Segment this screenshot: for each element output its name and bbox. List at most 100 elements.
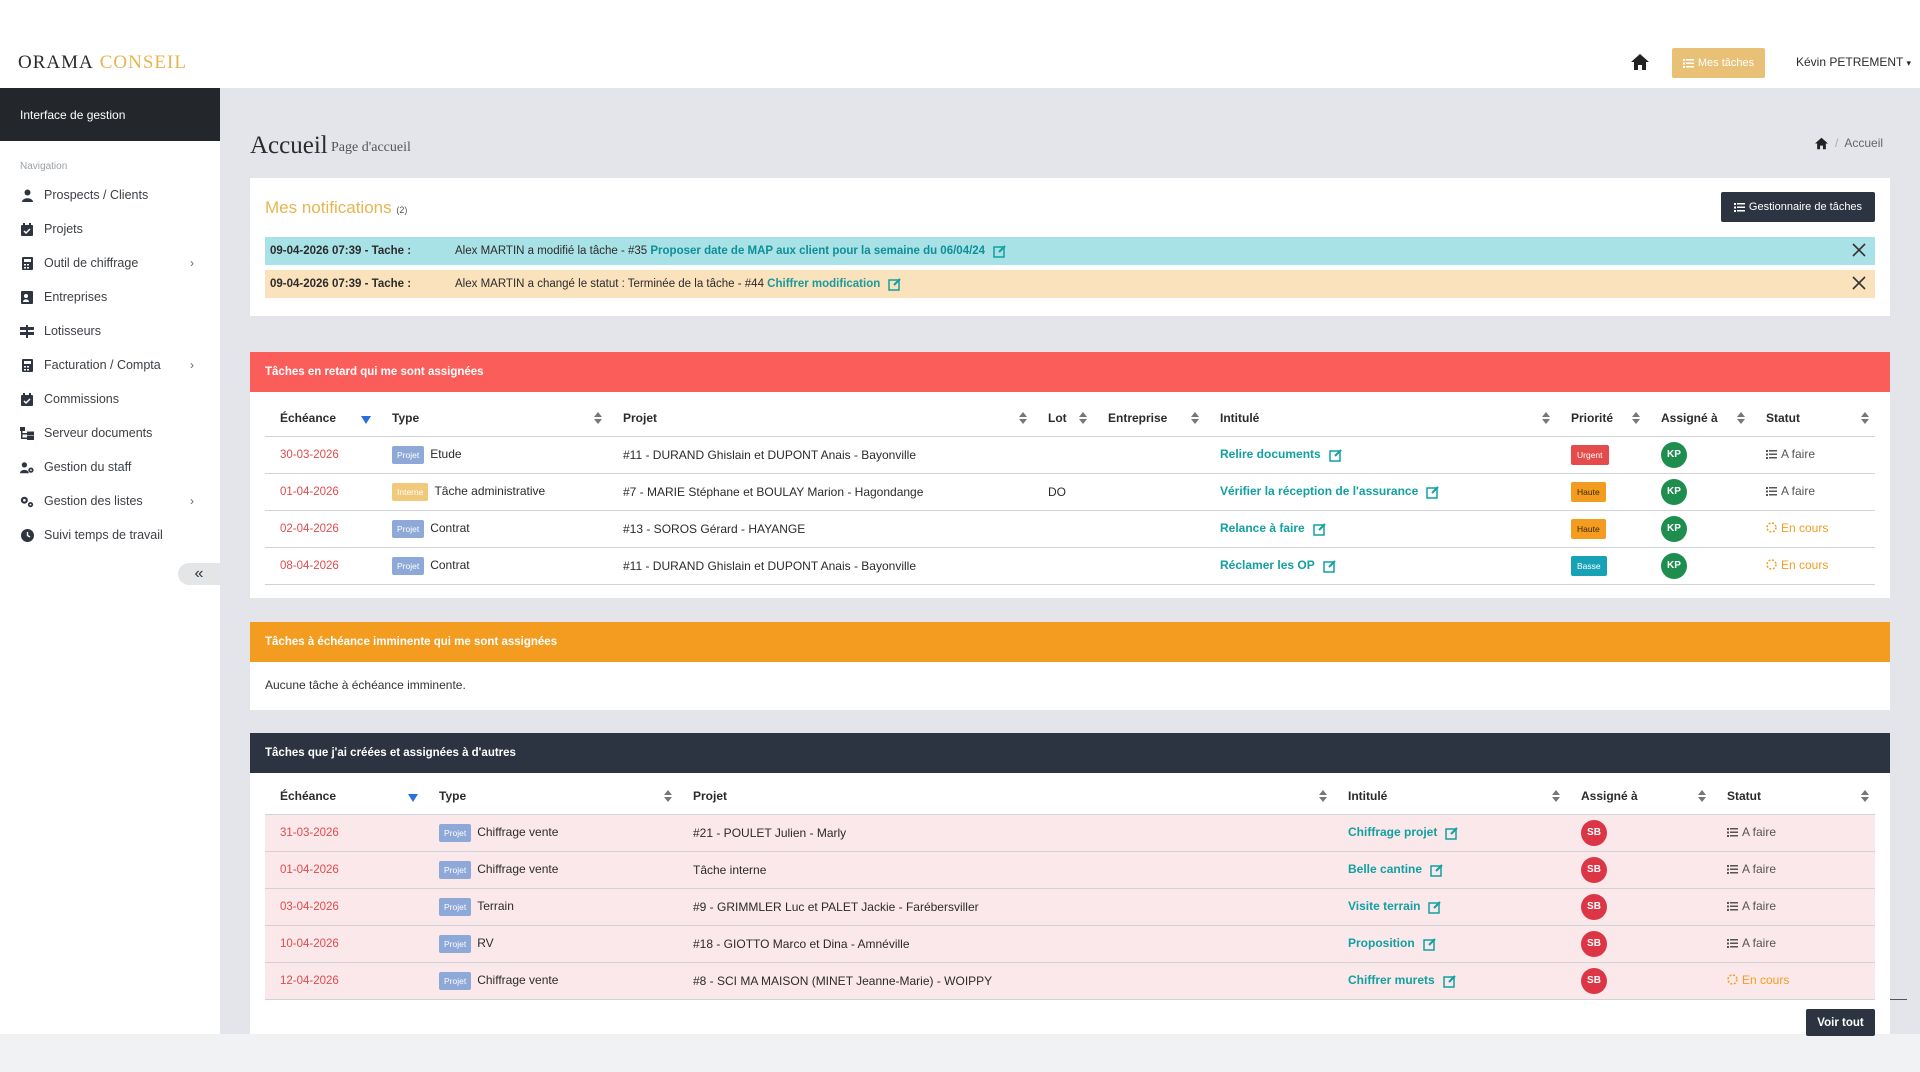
sort-icon — [1079, 412, 1087, 424]
column-header-statut[interactable]: Statut — [1712, 778, 1875, 815]
sidebar-item-gestion-listes[interactable]: Gestion des listes › — [0, 484, 220, 518]
edit-icon[interactable] — [1442, 974, 1457, 988]
sort-icon — [1861, 790, 1869, 802]
column-header-lot[interactable]: Lot — [1033, 400, 1093, 437]
sidebar-item-gestion-staff[interactable]: Gestion du staff — [0, 450, 220, 484]
spinner-icon — [1766, 559, 1777, 570]
edit-icon[interactable] — [888, 277, 902, 291]
edit-icon[interactable] — [1312, 522, 1327, 536]
company-cell — [1093, 473, 1205, 511]
status-text: En cours — [1781, 557, 1829, 572]
sidebar-item-prospects[interactable]: Prospects / Clients — [0, 178, 220, 212]
task-title-link[interactable]: Belle cantine — [1348, 862, 1423, 877]
edit-icon[interactable] — [993, 244, 1007, 258]
sort-desc-icon — [408, 794, 418, 802]
task-title-link[interactable]: Chiffrage projet — [1348, 825, 1438, 840]
sidebar-item-facturation[interactable]: Facturation / Compta › — [0, 348, 220, 382]
due-date: 12-04-2026 — [265, 962, 424, 1000]
priority-cell: Basse — [1556, 547, 1646, 585]
column-header-assigne[interactable]: Assigné à — [1646, 400, 1751, 437]
project-cell: #21 - POULET Julien - Marly — [678, 814, 1333, 852]
task-title-link[interactable]: Réclamer les OP — [1220, 558, 1315, 573]
column-header-projet[interactable]: Projet — [678, 778, 1333, 815]
sort-icon — [1542, 412, 1550, 424]
sidebar-item-projets[interactable]: Projets — [0, 212, 220, 246]
list-icon — [1733, 203, 1745, 212]
sidebar-item-label: Gestion des listes — [44, 494, 143, 508]
assignee-cell: KP — [1646, 547, 1751, 585]
sidebar-item-serveur-documents[interactable]: Serveur documents — [0, 416, 220, 450]
list-icon — [1727, 939, 1738, 948]
task-title-link[interactable]: Vérifier la réception de l'assurance — [1220, 484, 1419, 499]
edit-icon[interactable] — [1445, 826, 1459, 840]
logo-part1: ORAMA — [18, 52, 94, 73]
notification-link[interactable]: Proposer date de MAP aux client pour la … — [650, 245, 986, 258]
task-title-link[interactable]: Relire documents — [1220, 447, 1321, 462]
priority-badge: Haute — [1571, 481, 1606, 502]
column-header-projet[interactable]: Projet — [608, 400, 1033, 437]
logo[interactable]: ORAMA CONSEIL — [18, 52, 187, 74]
task-manager-button[interactable]: Gestionnaire de tâches — [1721, 192, 1875, 222]
column-header-assigne[interactable]: Assigné à — [1566, 778, 1712, 815]
edit-icon[interactable] — [1428, 900, 1442, 914]
lot-cell — [1033, 436, 1093, 474]
column-label: Lot — [1048, 410, 1067, 425]
edit-icon[interactable] — [1322, 559, 1337, 573]
type-cell: Projet Terrain — [424, 888, 678, 926]
column-header-echeance[interactable]: Échéance — [265, 778, 424, 815]
home-icon[interactable] — [1630, 53, 1650, 71]
column-header-priorite[interactable]: Priorité — [1556, 400, 1646, 437]
edit-icon[interactable] — [1426, 485, 1440, 499]
type-cell: Projet Contrat — [377, 510, 608, 548]
status-text: A faire — [1781, 447, 1816, 461]
avatar: KP — [1661, 441, 1687, 468]
project-cell: #7 - MARIE Stéphane et BOULAY Marion - H… — [608, 473, 1033, 511]
sidebar-item-label: Projets — [44, 222, 83, 236]
sidebar-item-suivi-temps[interactable]: Suivi temps de travail — [0, 518, 220, 552]
task-title-link[interactable]: Visite terrain — [1348, 899, 1421, 914]
edit-icon[interactable] — [1430, 863, 1444, 877]
status-text: A faire — [1742, 899, 1777, 913]
sidebar-item-label: Gestion du staff — [44, 460, 132, 474]
task-title-link[interactable]: Chiffrer murets — [1348, 973, 1435, 988]
folder-tree-icon — [20, 426, 34, 440]
column-header-intitule[interactable]: Intitulé — [1205, 400, 1556, 437]
chevron-right-icon: › — [190, 256, 194, 270]
notifications-title-text: Mes notifications — [265, 198, 392, 217]
home-icon[interactable] — [1814, 137, 1829, 150]
task-title-link[interactable]: Proposition — [1348, 936, 1415, 951]
type-label: Tâche administrative — [434, 483, 546, 498]
title-cell: Relire documents — [1205, 436, 1556, 474]
late-tasks-table: Échéance Type Projet Lot Entreprise Inti… — [265, 400, 1875, 585]
close-icon[interactable] — [1851, 275, 1867, 291]
sidebar-item-lotisseurs[interactable]: Lotisseurs — [0, 314, 220, 348]
column-label: Type — [439, 788, 467, 803]
sidebar-item-entreprises[interactable]: Entreprises — [0, 280, 220, 314]
type-cell: Projet Chiffrage vente — [424, 962, 678, 1000]
user-name: Kévin PETREMENT — [1796, 55, 1904, 69]
avatar: KP — [1661, 515, 1687, 542]
column-header-type[interactable]: Type — [424, 778, 678, 815]
column-header-type[interactable]: Type — [377, 400, 608, 437]
list-icon — [1766, 450, 1777, 459]
sidebar-item-commissions[interactable]: Commissions — [0, 382, 220, 416]
collapse-sidebar-button[interactable]: « — [178, 563, 220, 585]
my-tasks-button[interactable]: Mes tâches — [1672, 48, 1765, 78]
edit-icon[interactable] — [1422, 937, 1437, 951]
see-all-button[interactable]: Voir tout — [1806, 1009, 1875, 1036]
notification-text: Alex MARTIN a modifié la tâche - #35 Pro… — [455, 244, 1875, 258]
column-header-statut[interactable]: Statut — [1751, 400, 1875, 437]
sidebar-item-outil-chiffrage[interactable]: Outil de chiffrage › — [0, 246, 220, 280]
edit-icon[interactable] — [1328, 448, 1343, 462]
notification-link[interactable]: Chiffrer modification — [767, 278, 881, 291]
user-menu[interactable]: Kévin PETREMENT ▾ — [1796, 55, 1911, 69]
task-title-link[interactable]: Relance à faire — [1220, 521, 1305, 536]
project-cell: #13 - SOROS Gérard - HAYANGE — [608, 510, 1033, 548]
type-badge: Projet — [392, 445, 425, 464]
breadcrumb-current: Accueil — [1844, 136, 1884, 150]
column-header-intitule[interactable]: Intitulé — [1333, 778, 1566, 815]
sort-icon — [1737, 412, 1745, 424]
column-header-entreprise[interactable]: Entreprise — [1093, 400, 1205, 437]
close-icon[interactable] — [1851, 242, 1867, 258]
column-header-echeance[interactable]: Échéance — [265, 400, 377, 437]
